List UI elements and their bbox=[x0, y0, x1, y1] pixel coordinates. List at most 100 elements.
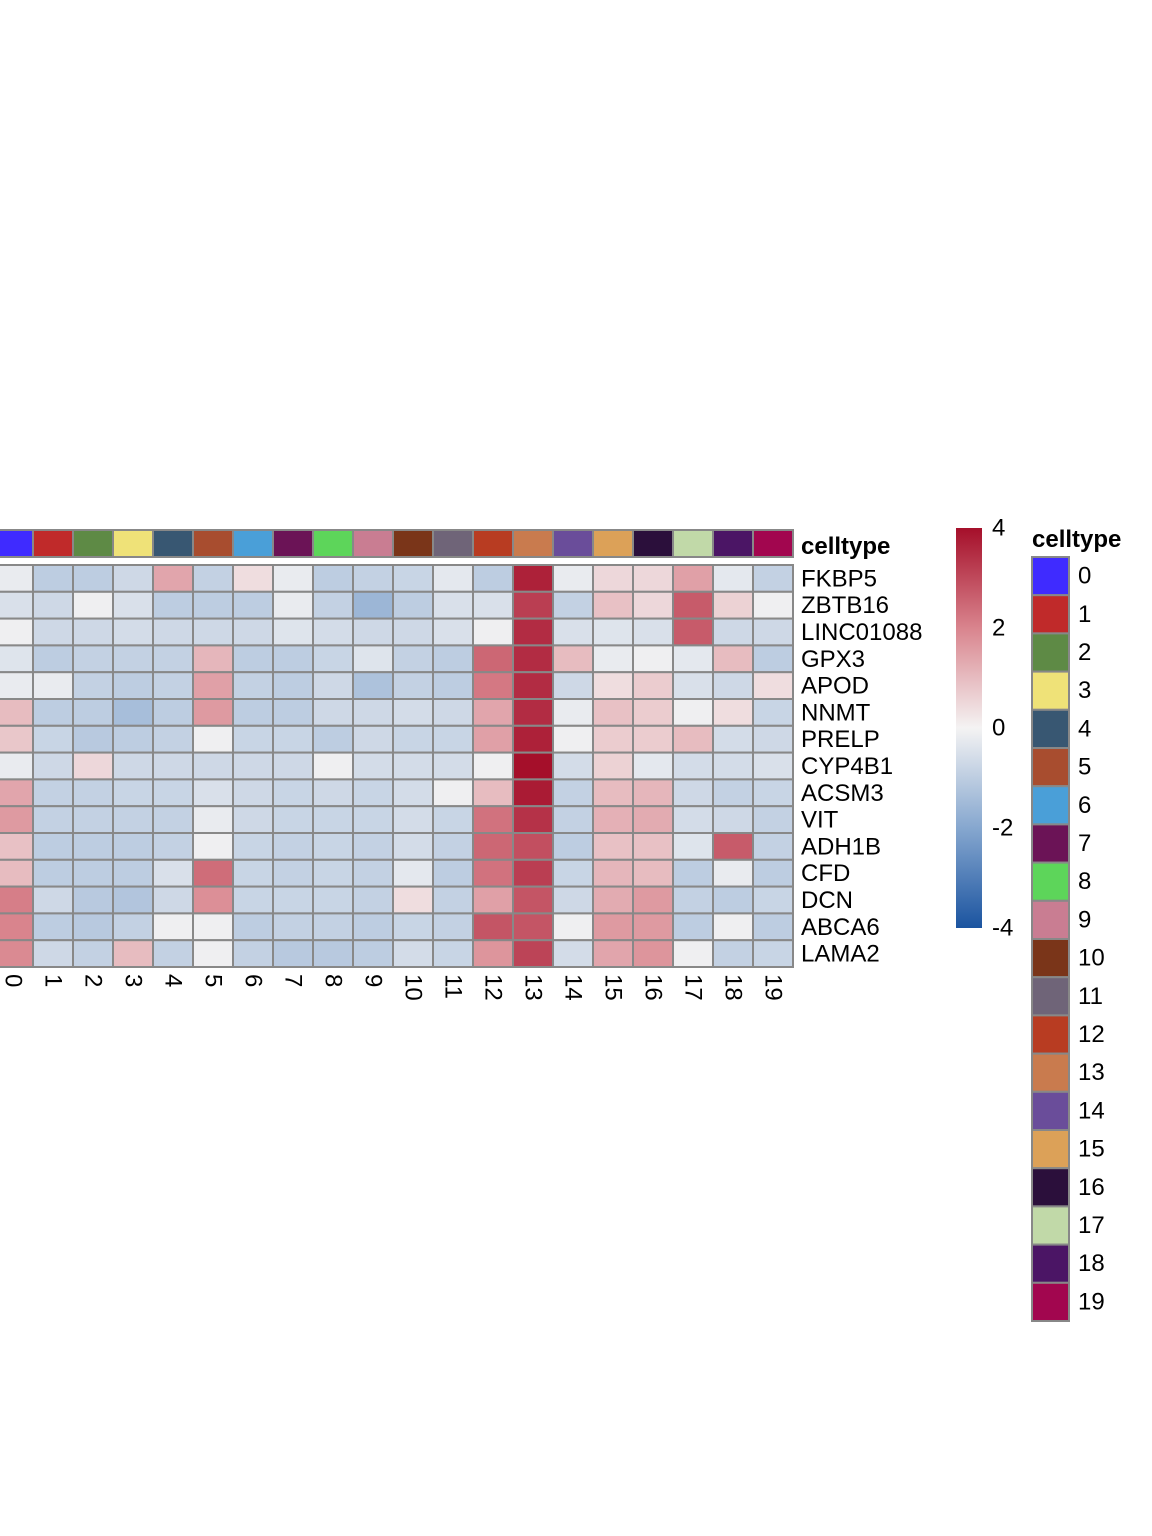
heatmap-cell bbox=[432, 698, 474, 727]
row-label: DCN bbox=[801, 887, 853, 914]
heatmap-cell bbox=[352, 858, 394, 888]
heatmap-cell bbox=[712, 751, 754, 781]
heatmap-cell bbox=[152, 698, 194, 727]
heatmap-cell bbox=[472, 912, 514, 942]
heatmap-cell bbox=[232, 885, 274, 915]
heatmap-cell bbox=[152, 832, 194, 861]
heatmap-cell bbox=[392, 698, 434, 727]
column-label: 1 bbox=[40, 974, 67, 987]
heatmap-cell bbox=[72, 644, 114, 674]
heatmap-cell bbox=[272, 590, 314, 620]
heatmap-cell bbox=[312, 832, 354, 861]
column-labels: 0 1 2 3 4 5 6 7 8 9 10 11 12 13 14 15 16 17 18 19 bbox=[0, 974, 787, 1001]
legend-swatch bbox=[1031, 1205, 1070, 1246]
heatmap-cell bbox=[432, 590, 474, 620]
annotation-cell-10 bbox=[392, 529, 434, 558]
heatmap-cell bbox=[672, 858, 714, 888]
legend-label: 7 bbox=[1078, 830, 1091, 857]
heatmap-cell bbox=[392, 671, 434, 701]
legend-swatch bbox=[1031, 556, 1070, 597]
heatmap-cell bbox=[32, 912, 74, 942]
heatmap-cell bbox=[232, 939, 274, 969]
heatmap-cell bbox=[112, 912, 154, 942]
annotation-cell-18 bbox=[712, 529, 754, 558]
heatmap-cell bbox=[432, 805, 474, 835]
heatmap-cell bbox=[352, 698, 394, 727]
heatmap-cell bbox=[232, 912, 274, 942]
heatmap-cell bbox=[32, 698, 74, 727]
heatmap-cell bbox=[112, 698, 154, 727]
row-label: VIT bbox=[801, 807, 839, 834]
heatmap-cell bbox=[512, 671, 554, 701]
heatmap-cell bbox=[512, 698, 554, 727]
heatmap-cell bbox=[232, 858, 274, 888]
heatmap-cell bbox=[192, 778, 234, 808]
column-label: 13 bbox=[520, 974, 547, 1001]
heatmap-cell bbox=[752, 751, 794, 781]
heatmap-cell bbox=[112, 939, 154, 969]
colorbar-ticks: 4 2 0 -2 -4 bbox=[992, 515, 1013, 942]
heatmap-cell bbox=[392, 939, 434, 969]
legend-swatch bbox=[1031, 1014, 1070, 1055]
heatmap-cell bbox=[112, 832, 154, 861]
legend-label: 2 bbox=[1078, 639, 1091, 666]
heatmap-cell bbox=[672, 564, 714, 593]
colorbar-gradient bbox=[956, 528, 982, 928]
heatmap-cell bbox=[552, 698, 594, 727]
heatmap-cell bbox=[0, 564, 34, 593]
heatmap-cell bbox=[232, 778, 274, 808]
row-label: ABCA6 bbox=[801, 914, 880, 941]
heatmap-cell bbox=[712, 885, 754, 915]
heatmap-cell bbox=[632, 751, 674, 781]
heatmap-cell bbox=[0, 832, 34, 861]
heatmap-cell bbox=[752, 590, 794, 620]
heatmap-cell bbox=[312, 564, 354, 593]
heatmap-cell bbox=[192, 858, 234, 888]
colorbar-tick-label: -4 bbox=[992, 915, 1013, 942]
heatmap-cell bbox=[672, 644, 714, 674]
heatmap-cell bbox=[32, 751, 74, 781]
legend-swatch bbox=[1031, 823, 1070, 864]
legend-label: 3 bbox=[1078, 677, 1091, 704]
legend-swatch bbox=[1031, 747, 1070, 788]
heatmap-cell bbox=[512, 805, 554, 835]
heatmap-cell bbox=[552, 644, 594, 674]
heatmap-cell bbox=[752, 858, 794, 888]
heatmap-cell bbox=[712, 832, 754, 861]
colorbar-tick-label: 4 bbox=[992, 515, 1005, 542]
heatmap-cell bbox=[32, 724, 74, 754]
heatmap-cell bbox=[712, 778, 754, 808]
heatmap-cell bbox=[512, 778, 554, 808]
heatmap-cell bbox=[192, 751, 234, 781]
heatmap-cell bbox=[192, 698, 234, 727]
heatmap-cell bbox=[152, 912, 194, 942]
heatmap-cell bbox=[512, 617, 554, 647]
heatmap-cell bbox=[352, 885, 394, 915]
heatmap-cell bbox=[672, 751, 714, 781]
legend-label: 1 bbox=[1078, 601, 1091, 628]
heatmap-cell bbox=[192, 644, 234, 674]
annotation-cell-19 bbox=[752, 529, 794, 558]
heatmap-cell bbox=[472, 885, 514, 915]
heatmap-cell bbox=[152, 885, 194, 915]
heatmap-cell bbox=[752, 805, 794, 835]
heatmap-cell bbox=[512, 590, 554, 620]
heatmap-cell bbox=[752, 564, 794, 593]
row-label: CYP4B1 bbox=[801, 753, 893, 780]
heatmap-cell bbox=[632, 644, 674, 674]
heatmap-cell bbox=[592, 617, 634, 647]
heatmap-cell bbox=[72, 939, 114, 969]
heatmap-cell bbox=[72, 832, 114, 861]
annotation-cell-1 bbox=[32, 529, 74, 558]
heatmap-cell bbox=[712, 671, 754, 701]
heatmap-cell bbox=[632, 671, 674, 701]
heatmap-cell bbox=[432, 564, 474, 593]
column-label: 3 bbox=[120, 974, 147, 987]
heatmap-cell bbox=[632, 590, 674, 620]
heatmap-cell bbox=[632, 778, 674, 808]
heatmap-cell bbox=[672, 617, 714, 647]
heatmap-cell bbox=[752, 698, 794, 727]
heatmap-cell bbox=[392, 885, 434, 915]
legend-label: 17 bbox=[1078, 1212, 1105, 1239]
heatmap-cell bbox=[752, 644, 794, 674]
